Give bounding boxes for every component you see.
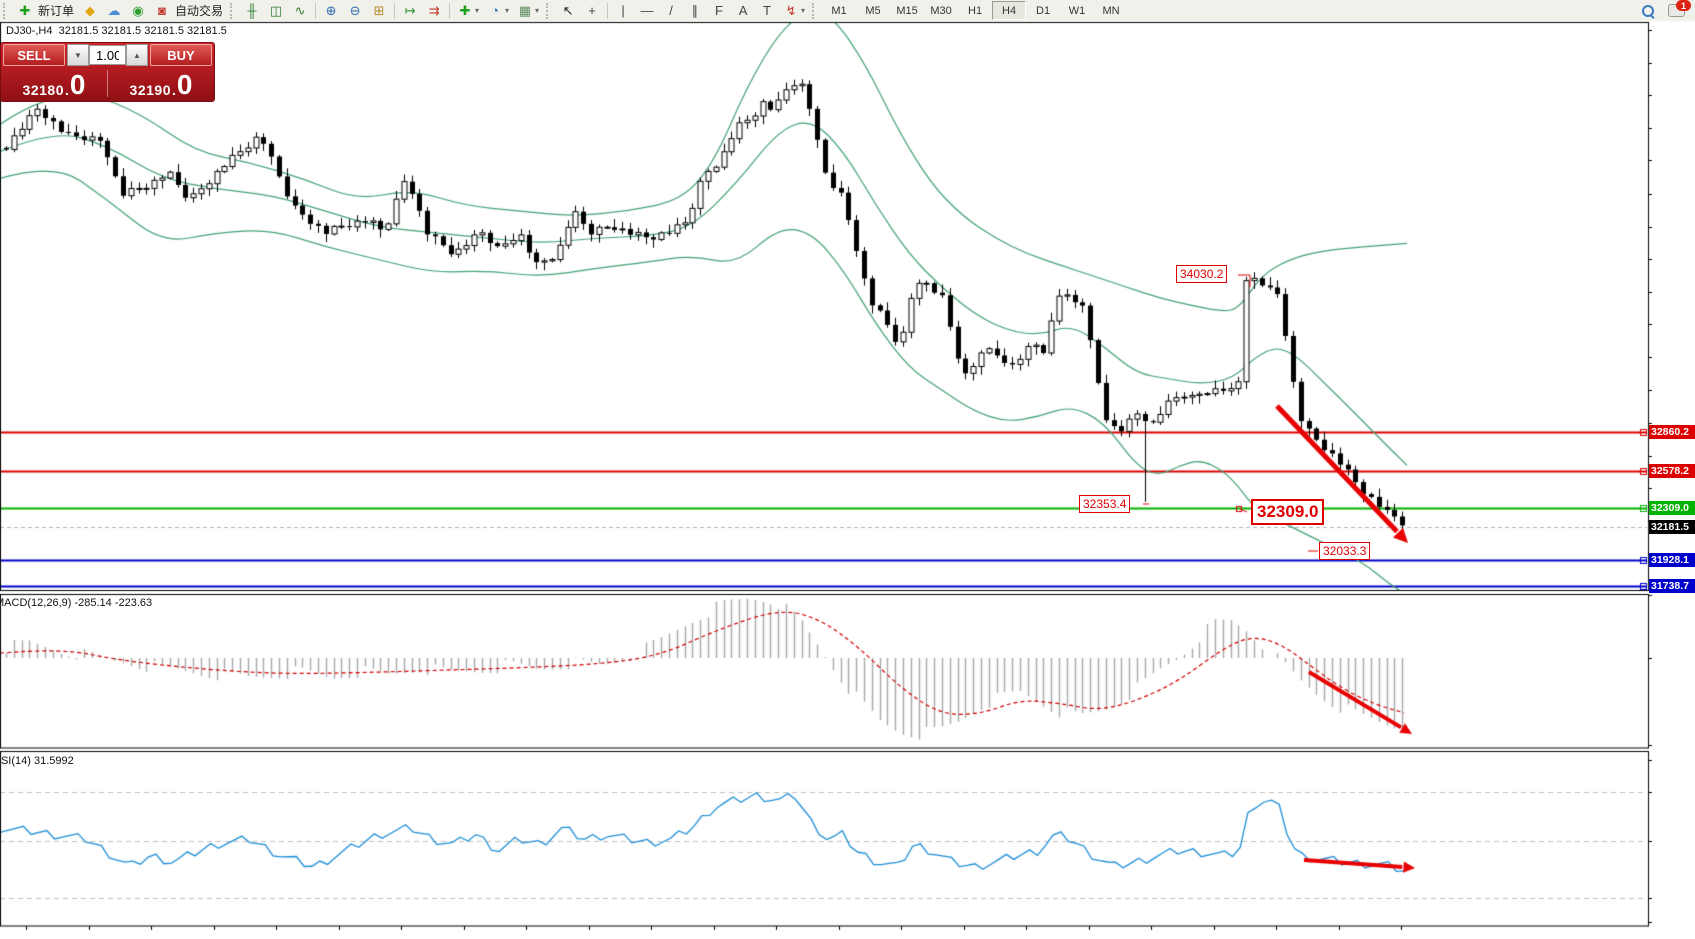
ask-dot: . <box>171 82 176 98</box>
bid-price[interactable]: 32180 . 0 <box>1 67 107 100</box>
price-annotation[interactable]: 32309.0 <box>1251 499 1325 525</box>
price-annotation[interactable]: 32033.3 <box>1319 542 1371 560</box>
lot-size-input[interactable] <box>89 45 126 65</box>
bid-big-digit: 0 <box>69 69 86 100</box>
rsi-indicator-label: RSI(14) 31.5992 <box>0 755 74 767</box>
price-badge: 31928.1 <box>1649 553 1695 568</box>
price-badge: 32860.2 <box>1649 425 1695 440</box>
sell-button[interactable]: SELL <box>3 44 65 66</box>
bid-main: 32180 <box>22 82 64 98</box>
price-badge: 32181.5 <box>1649 520 1695 535</box>
buy-button[interactable]: BUY <box>150 44 212 66</box>
price-annotation[interactable]: 34030.2 <box>1176 265 1228 283</box>
price-badge: 32578.2 <box>1649 464 1695 479</box>
ask-big-digit: 0 <box>176 69 193 100</box>
price-badge: 31738.7 <box>1649 579 1695 594</box>
ask-main: 32190 <box>129 82 171 98</box>
one-click-trade-panel: SELL ▼ ▲ BUY 32180 . 0 32190 . 0 <box>0 42 215 102</box>
lot-increase-button[interactable]: ▲ <box>126 44 148 66</box>
quote-divider <box>107 70 108 97</box>
price-annotation[interactable]: 32353.4 <box>1079 495 1131 513</box>
chart-title: DJ30-,H4 32181.5 32181.5 32181.5 32181.5 <box>6 25 227 37</box>
macd-indicator-label: MACD(12,26,9) -285.14 -223.63 <box>0 597 153 609</box>
lot-decrease-button[interactable]: ▼ <box>67 44 89 66</box>
bid-dot: . <box>64 82 69 98</box>
ask-price[interactable]: 32190 . 0 <box>108 67 214 100</box>
price-badge: 32309.0 <box>1649 500 1695 515</box>
